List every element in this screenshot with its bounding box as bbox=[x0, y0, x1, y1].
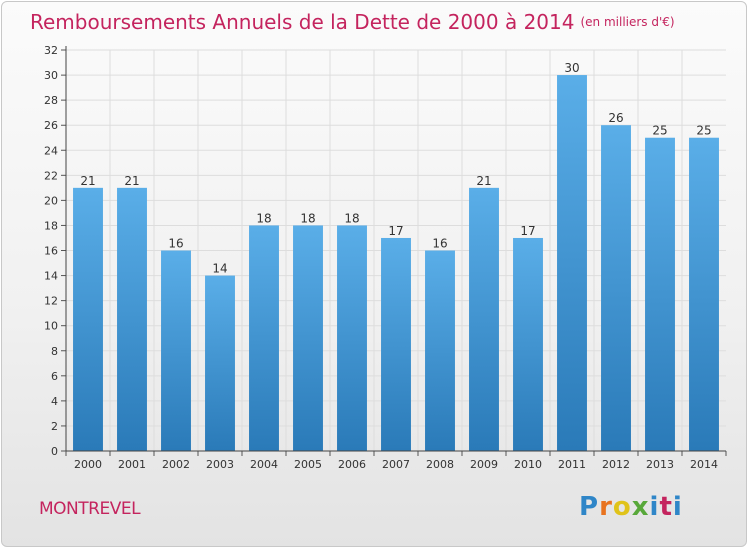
y-tick-label: 28 bbox=[44, 94, 58, 107]
y-tick-label: 8 bbox=[51, 345, 58, 358]
x-tick-label-2010: 2010 bbox=[514, 458, 542, 471]
y-tick-label: 10 bbox=[44, 320, 58, 333]
data-label-2008: 16 bbox=[432, 237, 447, 251]
data-labels: 21 21 16 14 18 18 18 17 16 21 17 30 26 25 25 bbox=[80, 61, 711, 276]
y-tick-label: 14 bbox=[44, 270, 58, 283]
bar-2000[interactable] bbox=[73, 187, 103, 451]
axes bbox=[61, 46, 727, 456]
bar-2005[interactable] bbox=[293, 225, 323, 451]
data-label-2011: 30 bbox=[564, 61, 579, 75]
x-tick-label-2005: 2005 bbox=[294, 458, 322, 471]
data-label-2009: 21 bbox=[476, 174, 491, 188]
y-tick-label: 16 bbox=[44, 245, 58, 258]
chart-title-text: Remboursements Annuels de la Dette de 20… bbox=[30, 10, 575, 34]
bar-2002[interactable] bbox=[161, 250, 191, 452]
y-tick-label: 4 bbox=[51, 395, 58, 408]
y-tick-label: 2 bbox=[51, 420, 58, 433]
bar-2001[interactable] bbox=[117, 187, 147, 451]
bar-2004[interactable] bbox=[249, 225, 279, 451]
proxiti-logo[interactable]: Proxiti bbox=[579, 492, 683, 522]
x-tick-label-2001: 2001 bbox=[118, 458, 146, 471]
bar-2011[interactable] bbox=[557, 75, 587, 451]
bar-2008[interactable] bbox=[425, 250, 455, 452]
y-tick-label: 24 bbox=[44, 144, 58, 157]
y-tick-label: 6 bbox=[51, 370, 58, 383]
data-label-2007: 17 bbox=[388, 224, 403, 238]
bar-2006[interactable] bbox=[337, 225, 367, 451]
data-label-2004: 18 bbox=[256, 211, 271, 225]
bar-2010[interactable] bbox=[513, 237, 543, 451]
y-tick-label: 26 bbox=[44, 119, 58, 132]
x-tick-label-2000: 2000 bbox=[74, 458, 102, 471]
x-tick-label-2012: 2012 bbox=[602, 458, 630, 471]
y-tick-label: 20 bbox=[44, 194, 58, 207]
y-tick-label: 32 bbox=[44, 44, 58, 57]
bar-2014[interactable] bbox=[689, 137, 719, 451]
y-tick-label: 12 bbox=[44, 295, 58, 308]
y-tick-label: 0 bbox=[51, 445, 58, 458]
x-tick-label-2008: 2008 bbox=[426, 458, 454, 471]
data-label-2001: 21 bbox=[124, 174, 139, 188]
bar-2013[interactable] bbox=[645, 137, 675, 451]
data-label-2002: 16 bbox=[168, 237, 183, 251]
x-tick-label-2014: 2014 bbox=[690, 458, 718, 471]
data-label-2013: 25 bbox=[652, 124, 667, 138]
x-tick-label-2007: 2007 bbox=[382, 458, 410, 471]
chart-title: Remboursements Annuels de la Dette de 20… bbox=[30, 10, 675, 34]
bar-2007[interactable] bbox=[381, 237, 411, 451]
bar-2009[interactable] bbox=[469, 187, 499, 451]
data-label-2005: 18 bbox=[300, 211, 315, 225]
x-tick-label-2009: 2009 bbox=[470, 458, 498, 471]
x-tick-label-2013: 2013 bbox=[646, 458, 674, 471]
chart-unit: (en milliers d'€) bbox=[580, 15, 675, 29]
x-tick-label-2004: 2004 bbox=[250, 458, 278, 471]
x-tick-labels: 2000 2001 2002 2003 2004 2005 2006 2007 2008 2009… bbox=[74, 458, 718, 471]
commune-name: MONTREVEL bbox=[39, 499, 141, 519]
x-tick-label-2002: 2002 bbox=[162, 458, 190, 471]
bar-2012[interactable] bbox=[601, 125, 631, 451]
x-tick-label-2003: 2003 bbox=[206, 458, 234, 471]
data-label-2012: 26 bbox=[608, 111, 623, 125]
y-tick-label: 30 bbox=[44, 69, 58, 82]
data-label-2006: 18 bbox=[344, 211, 359, 225]
x-tick-label-2011: 2011 bbox=[558, 458, 586, 471]
y-tick-label: 22 bbox=[44, 169, 58, 182]
bars bbox=[73, 75, 719, 451]
x-tick-label-2006: 2006 bbox=[338, 458, 366, 471]
data-label-2003: 14 bbox=[212, 262, 227, 276]
data-label-2000: 21 bbox=[80, 174, 95, 188]
y-tick-label: 18 bbox=[44, 219, 58, 232]
data-label-2010: 17 bbox=[520, 224, 535, 238]
bar-2003[interactable] bbox=[205, 275, 235, 451]
data-label-2014: 25 bbox=[696, 124, 711, 138]
